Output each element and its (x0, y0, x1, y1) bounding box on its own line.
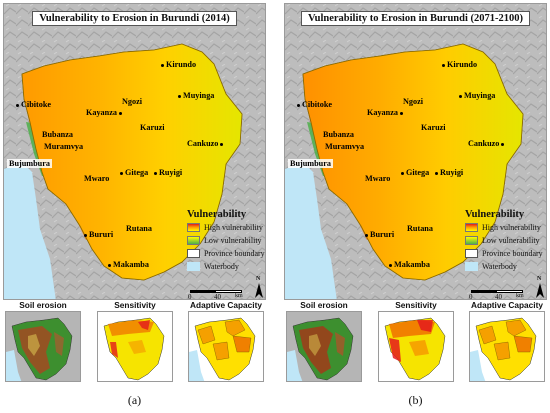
city-bubanza: Bubanza (42, 130, 73, 139)
province-swatch (465, 249, 478, 258)
city-karuzi: Karuzi (421, 123, 446, 132)
legend-title: Vulnerability (465, 209, 525, 220)
legend-a: Vulnerability High vulnerability Low vul… (187, 209, 265, 272)
legend-water: Waterbody (465, 261, 546, 272)
city-marker-icon (435, 171, 438, 175)
legend-high: High vulnerability (465, 222, 546, 233)
city-bubanza: Bubanza (323, 130, 354, 139)
caption-b: (b) (408, 393, 423, 407)
city-bururi: Bururi (82, 230, 113, 239)
caption-a: (a) (127, 393, 142, 407)
city-cibitoke: Cibitoke (295, 100, 332, 109)
city-marker-icon (118, 111, 122, 115)
high-swatch (187, 223, 200, 232)
map-title-a: Vulnerability to Erosion in Burundi (201… (32, 11, 237, 26)
legend-province: Province boundary (465, 248, 546, 259)
city-marker-icon (365, 233, 368, 237)
city-marker-icon (161, 63, 164, 67)
city-bujumbura: Bujumbura (288, 159, 333, 168)
city-bujumbura: Bujumbura (7, 159, 52, 168)
submap-soil-erosion-b: Soil erosion (284, 300, 364, 382)
adaptive-capacity-map (470, 312, 544, 381)
low-swatch (187, 236, 200, 245)
city-muyinga: Muyinga (457, 91, 495, 100)
city-cibitoke: Cibitoke (14, 100, 51, 109)
city-gitega: Gitega (118, 168, 148, 177)
city-rutana: Rutana (126, 224, 152, 233)
submap-adaptive-capacity-a: Adaptive Capacity (186, 300, 266, 382)
sensitivity-map (98, 312, 172, 381)
city-mwaro: Mwaro (365, 174, 391, 183)
submap-adaptive-capacity-b: Adaptive Capacity (467, 300, 547, 382)
city-kirundo: Kirundo (440, 60, 477, 69)
city-ngozi: Ngozi (122, 97, 143, 106)
city-marker-icon (108, 263, 111, 267)
city-marker-icon (154, 171, 157, 175)
city-bururi: Bururi (363, 230, 394, 239)
low-swatch (465, 236, 478, 245)
province-swatch (187, 249, 200, 258)
city-marker-icon (120, 171, 123, 175)
city-marker-icon (220, 142, 224, 146)
lake-tanganyika (285, 162, 337, 299)
lake-tanganyika (4, 162, 56, 299)
city-marker-icon (459, 94, 462, 98)
city-marker-icon (16, 103, 19, 107)
submap-sensitivity-a: Sensitivity (95, 300, 175, 382)
city-marker-icon (297, 103, 300, 107)
city-marker-icon (442, 63, 445, 67)
submap-soil-erosion-a: Soil erosion (3, 300, 83, 382)
main-map-a: Vulnerability to Erosion in Burundi (201… (3, 3, 266, 300)
water-swatch (187, 262, 200, 271)
legend-title: Vulnerability (187, 209, 247, 220)
water-swatch (465, 262, 478, 271)
city-karuzi: Karuzi (140, 123, 165, 132)
city-cankuzo: Cankuzo (187, 139, 225, 148)
city-cankuzo: Cankuzo (468, 139, 506, 148)
city-ngozi: Ngozi (403, 97, 424, 106)
sensitivity-map (379, 312, 453, 381)
panel-b: Vulnerability to Erosion in Burundi (207… (281, 0, 550, 413)
legend-low: Low vulnerability (465, 235, 546, 246)
legend-b: Vulnerability High vulnerability Low vul… (465, 209, 546, 272)
adaptive-capacity-map (189, 312, 263, 381)
north-arrow-icon: N (252, 276, 265, 299)
city-marker-icon (178, 94, 181, 98)
legend-water: Waterbody (187, 261, 265, 272)
vulnerability-map-b (285, 4, 546, 299)
city-kayanza: Kayanza (367, 108, 405, 117)
map-title-b: Vulnerability to Erosion in Burundi (207… (301, 11, 530, 26)
city-gitega: Gitega (399, 168, 429, 177)
city-marker-icon (84, 233, 87, 237)
city-makamba: Makamba (106, 260, 149, 269)
city-marker-icon (401, 171, 404, 175)
vulnerability-map-a (4, 4, 265, 299)
city-ruyigi: Ruyigi (152, 168, 182, 177)
legend-province: Province boundary (187, 248, 265, 259)
city-kirundo: Kirundo (159, 60, 196, 69)
city-marker-icon (501, 142, 505, 146)
city-ruyigi: Ruyigi (433, 168, 463, 177)
legend-low: Low vulnerability (187, 235, 265, 246)
main-map-b: Vulnerability to Erosion in Burundi (207… (284, 3, 547, 300)
north-arrow-icon: N (533, 276, 546, 299)
high-swatch (465, 223, 478, 232)
city-makamba: Makamba (387, 260, 430, 269)
city-rutana: Rutana (407, 224, 433, 233)
submap-sensitivity-b: Sensitivity (376, 300, 456, 382)
scale-bar: 0 40 km (188, 288, 248, 299)
soil-erosion-map (6, 312, 80, 381)
city-mwaro: Mwaro (84, 174, 110, 183)
panel-a: Vulnerability to Erosion in Burundi (201… (0, 0, 269, 413)
city-muyinga: Muyinga (176, 91, 214, 100)
city-marker-icon (389, 263, 392, 267)
city-kayanza: Kayanza (86, 108, 124, 117)
legend-high: High vulnerability (187, 222, 265, 233)
city-muramvya: Muramvya (44, 142, 84, 151)
scale-bar: 0 40 km (469, 288, 529, 299)
city-marker-icon (399, 111, 403, 115)
soil-erosion-map (287, 312, 361, 381)
city-muramvya: Muramvya (325, 142, 365, 151)
